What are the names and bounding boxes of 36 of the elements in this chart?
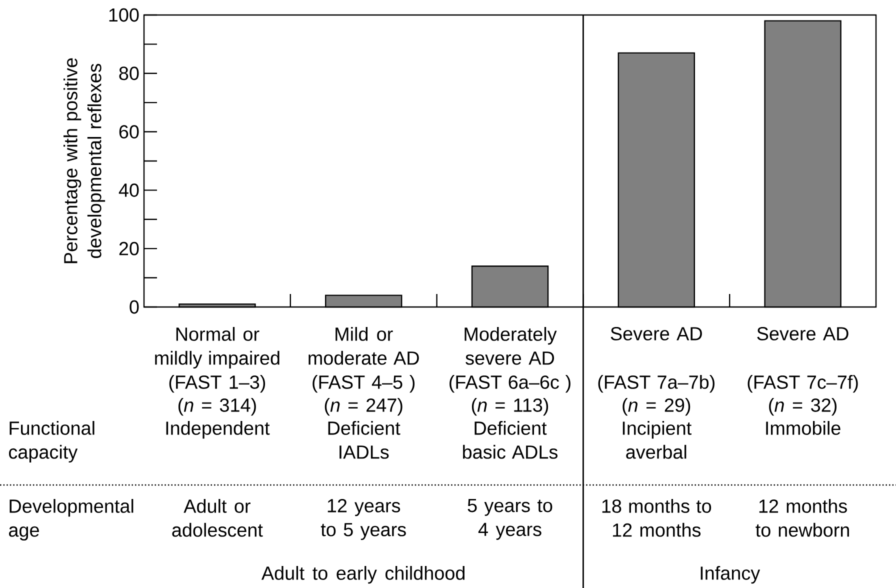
y-tick-label: 0	[130, 300, 139, 314]
text: Developmental age	[9, 498, 134, 541]
text: (FAST 7c–7f)	[748, 374, 858, 393]
text: Deficient IADLs	[328, 420, 400, 459]
y-tick-label: 80	[119, 66, 139, 80]
x-tick-label: Severe AD	[610, 326, 702, 340]
y-tick-label: 20	[119, 242, 139, 256]
text: Infancy	[700, 566, 760, 584]
y-tick-label: 100	[109, 8, 139, 22]
text: (n = 314)	[178, 398, 256, 416]
text: Independent	[166, 420, 270, 439]
text: (FAST 4–5 )	[312, 374, 415, 393]
text: Functional capacity	[9, 420, 94, 463]
text: Immobile	[766, 420, 840, 435]
y-axis-title: Percentage with positive developmental reflexes	[64, 58, 106, 264]
y-tick-label: 40	[118, 183, 139, 197]
text: (FAST 6a–6c )	[450, 374, 570, 393]
x-tick-label: Mild or moderate AD	[308, 326, 419, 365]
text: (FAST 7a–7b)	[598, 374, 714, 393]
y-tick-label: 60	[119, 125, 139, 138]
text: 12 months to newborn	[756, 498, 849, 537]
text: (n = 29)	[622, 398, 690, 416]
text: Deficient basic ADLs	[463, 420, 558, 459]
text: 12 years to 5 years	[320, 498, 406, 540]
text: 5 years to 4 years	[468, 498, 552, 540]
x-tick-label: Normal or mildly impaired	[155, 326, 280, 369]
text: Adult or adolescent	[172, 498, 263, 537]
text: (n = 247)	[324, 398, 402, 416]
text: (FAST 1–3)	[169, 374, 266, 393]
x-tick-label: Moderately severe AD	[464, 326, 557, 365]
text: Adult to early childhood	[261, 566, 464, 584]
text: Incipient averbal	[622, 420, 692, 459]
x-tick-label: Severe AD	[757, 326, 848, 340]
text: (n = 113)	[472, 398, 548, 416]
text: (n = 32)	[769, 398, 837, 416]
text: 18 months to 12 months	[602, 498, 712, 537]
